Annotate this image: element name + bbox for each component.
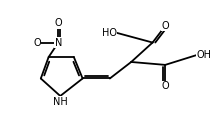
- Text: OH: OH: [196, 50, 211, 60]
- Text: O: O: [161, 81, 169, 91]
- Text: O: O: [161, 21, 169, 31]
- Text: O: O: [55, 18, 62, 28]
- Text: HO: HO: [102, 28, 117, 38]
- Text: NH: NH: [53, 97, 68, 107]
- Text: N: N: [55, 38, 62, 48]
- Text: O: O: [33, 38, 41, 48]
